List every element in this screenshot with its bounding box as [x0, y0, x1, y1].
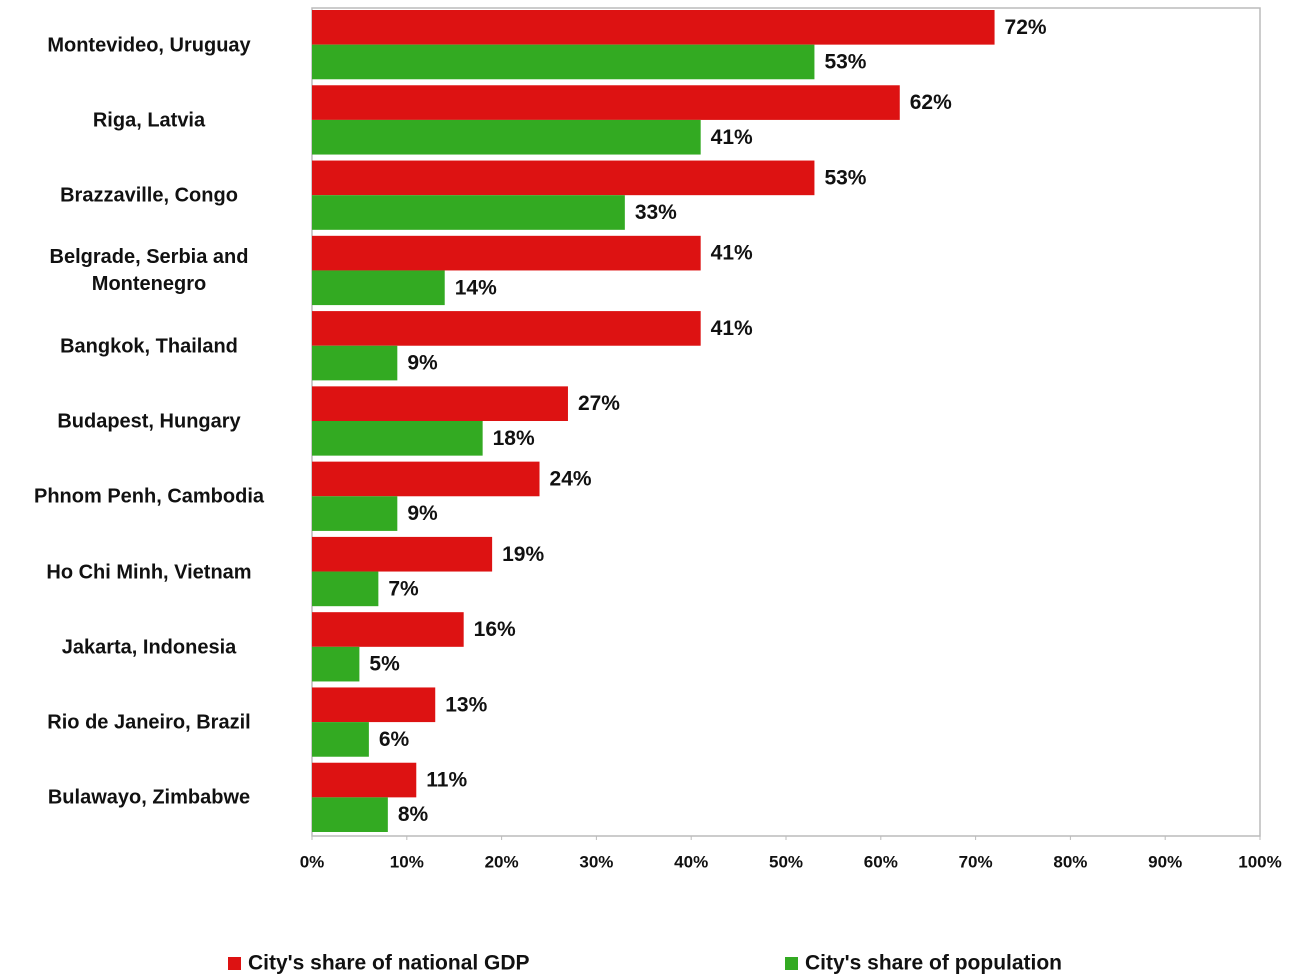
value-label: 41% — [711, 126, 753, 149]
value-label: 8% — [398, 803, 429, 826]
value-label: 7% — [388, 577, 419, 600]
value-label: 41% — [711, 317, 753, 340]
value-label: 41% — [711, 242, 753, 265]
bar — [312, 119, 701, 155]
legend-swatch — [228, 957, 241, 970]
x-tick-label: 0% — [300, 852, 325, 871]
bar — [312, 160, 815, 196]
x-tick-label: 80% — [1053, 852, 1087, 871]
category-label: Belgrade, Serbia and Montenegro — [49, 246, 249, 296]
value-label: 14% — [455, 276, 497, 299]
legend-label: City's share of population — [805, 952, 1062, 975]
category-label: Jakarta, Indonesia — [61, 636, 237, 659]
value-label: 62% — [910, 91, 952, 114]
value-label: 5% — [369, 653, 400, 676]
bar — [312, 44, 815, 80]
category-label: Rio de Janeiro, Brazil — [47, 711, 251, 734]
bar — [312, 612, 464, 647]
value-label: 19% — [502, 543, 544, 566]
bar — [312, 421, 483, 456]
x-tick-label: 50% — [769, 852, 803, 871]
bar — [312, 496, 398, 531]
bar — [312, 195, 625, 230]
bar — [312, 571, 379, 607]
x-tick-label: 90% — [1148, 852, 1182, 871]
bar — [312, 386, 568, 421]
bar — [312, 345, 398, 381]
value-label: 72% — [1005, 16, 1047, 39]
x-tick-label: 10% — [390, 852, 424, 871]
bar — [312, 85, 900, 120]
x-tick-label: 100% — [1238, 852, 1281, 871]
bar — [312, 311, 701, 346]
x-tick-label: 70% — [959, 852, 993, 871]
value-label: 9% — [407, 502, 438, 525]
value-label: 27% — [578, 392, 620, 415]
value-label: 53% — [824, 51, 866, 74]
value-label: 9% — [407, 352, 438, 375]
legend-label: City's share of national GDP — [248, 952, 530, 975]
value-label: 24% — [550, 468, 592, 491]
x-tick-label: 20% — [485, 852, 519, 871]
value-label: 13% — [445, 693, 487, 716]
legend-swatch — [785, 957, 798, 970]
category-label: Montevideo, Uruguay — [47, 34, 251, 57]
value-label: 16% — [474, 618, 516, 641]
bar — [312, 797, 388, 832]
value-label: 6% — [379, 728, 410, 751]
category-label: Brazzaville, Congo — [60, 184, 238, 207]
x-tick-label: 40% — [674, 852, 708, 871]
bar — [312, 235, 701, 271]
bar — [312, 762, 417, 798]
category-label: Bangkok, Thailand — [60, 335, 238, 358]
bar — [312, 461, 540, 497]
category-label: Budapest, Hungary — [57, 410, 241, 433]
bar — [312, 10, 995, 45]
category-label: Ho Chi Minh, Vietnam — [46, 561, 252, 584]
x-tick-label: 60% — [864, 852, 898, 871]
value-label: 11% — [426, 769, 467, 792]
category-label: Phnom Penh, Cambodia — [33, 485, 265, 508]
bar — [312, 646, 360, 682]
bar — [312, 536, 493, 572]
category-label: Bulawayo, Zimbabwe — [47, 786, 251, 809]
bar — [312, 687, 436, 723]
category-label: Riga, Latvia — [92, 109, 206, 132]
x-tick-label: 30% — [579, 852, 613, 871]
bar — [312, 722, 369, 757]
value-label: 18% — [493, 427, 535, 450]
bar — [312, 270, 445, 306]
value-label: 33% — [635, 201, 677, 224]
value-label: 53% — [824, 166, 866, 189]
